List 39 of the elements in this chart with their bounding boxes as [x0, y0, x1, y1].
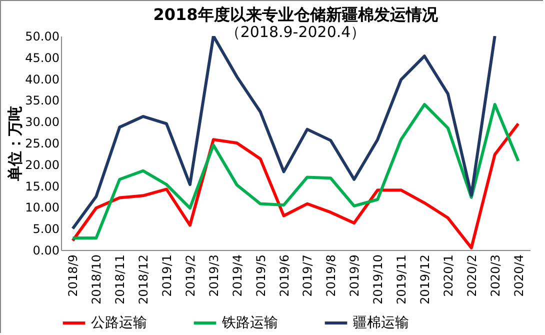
x-tick-label: 2019/6 — [277, 254, 292, 297]
y-tick-label: 30.00 — [25, 115, 60, 130]
chart-title: 2018年度以来专业仓储新疆棉发运情况 — [153, 5, 439, 24]
y-tick-label: 15.00 — [25, 179, 60, 194]
x-tick-label: 2019/10 — [371, 254, 386, 304]
x-tick-label: 2019/5 — [254, 254, 268, 297]
x-tick-label: 2019/2 — [183, 254, 198, 297]
x-tick-label: 2019/9 — [348, 254, 362, 297]
x-tick-label: 2019/1 — [160, 254, 174, 297]
x-tick-label: 2020/1 — [441, 254, 456, 297]
x-tick-label: 2020/3 — [488, 254, 502, 297]
y-tick-label: 10.00 — [25, 200, 60, 215]
x-tick-label: 2019/8 — [324, 254, 338, 297]
legend-label: 疆棉运输 — [353, 315, 409, 331]
x-tick-label: 2019/4 — [230, 254, 244, 297]
x-tick-label: 2018/9 — [66, 254, 80, 297]
x-tick-label: 2018/12 — [136, 254, 151, 304]
line-series — [71, 122, 520, 250]
x-tick-label: 2019/11 — [394, 254, 409, 304]
y-tick-label: 45.00 — [25, 50, 60, 65]
y-tick-label: 50.00 — [25, 30, 60, 44]
y-tick-label: 20.00 — [25, 158, 60, 172]
legend-label: 公路运输 — [91, 315, 147, 331]
x-tick-label: 2019/3 — [206, 254, 221, 297]
legend-label: 铁路运输 — [221, 315, 278, 331]
line-series — [71, 102, 520, 240]
x-tick-label: 2018/11 — [113, 254, 128, 304]
x-tick-label: 2019/7 — [300, 254, 315, 297]
y-tick-label: 35.00 — [25, 94, 60, 108]
x-tick-label: 2018/10 — [90, 254, 104, 304]
y-axis-title: 单位：万吨 — [6, 106, 24, 182]
chart-subtitle: （2018.9-2020.4） — [225, 23, 366, 41]
y-tick-label: 40.00 — [25, 72, 60, 86]
y-tick-label: 25.00 — [25, 136, 60, 150]
x-tick-label: 2019/12 — [418, 254, 432, 304]
y-tick-label: 0.00 — [32, 244, 60, 258]
x-tick-label: 2020/4 — [512, 254, 526, 297]
y-tick-label: 5.00 — [32, 222, 60, 236]
x-tick-label: 2020/2 — [464, 254, 479, 297]
